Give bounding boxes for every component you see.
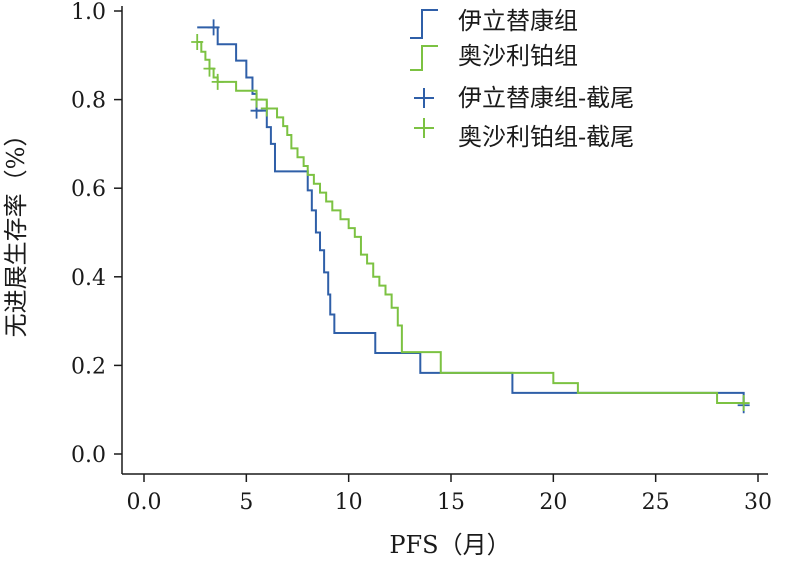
x-tick-label: 15 <box>437 490 465 515</box>
x-tick-label: 30 <box>744 490 772 515</box>
x-tick-label: 0.0 <box>127 490 162 515</box>
survival-curve <box>197 26 745 406</box>
legend-item-series-2: 奥沙利铂组 <box>410 42 578 71</box>
legend-step-icon <box>410 45 438 71</box>
y-axis-title: 无进展生存率（%） <box>2 123 30 338</box>
legend: 伊立替康组 奥沙利铂组 伊立替康组-截尾 奥沙利铂组-截尾 <box>410 7 634 151</box>
y-tick-label: 0.6 <box>71 177 106 202</box>
legend-label: 伊立替康组 <box>458 7 578 35</box>
x-axis-ticks: 0.0 5 10 15 20 25 30 <box>127 474 772 515</box>
y-tick-label: 0.2 <box>71 354 106 379</box>
x-tick-label: 25 <box>642 490 670 515</box>
legend-item-series-2-censored: 奥沙利铂组-截尾 <box>414 118 634 151</box>
x-tick-label: 10 <box>335 490 363 515</box>
censor-mark <box>203 60 216 77</box>
x-tick-label: 5 <box>239 490 253 515</box>
x-axis-title: PFS（月） <box>389 531 510 559</box>
y-tick-label: 0.4 <box>71 266 106 291</box>
censor-mark <box>191 34 204 51</box>
legend-item-series-1-censored: 伊立替康组-截尾 <box>414 84 634 112</box>
series-2 <box>191 34 750 412</box>
legend-item-series-1: 伊立替康组 <box>410 7 578 39</box>
survival-curve <box>197 41 744 405</box>
legend-label: 奥沙利铂组 <box>458 42 578 70</box>
y-tick-label: 1.0 <box>71 0 106 25</box>
censor-mark <box>250 91 263 108</box>
censor-mark <box>211 73 224 90</box>
legend-censor-icon <box>414 118 434 138</box>
legend-label: 奥沙利铂组-截尾 <box>458 123 634 151</box>
series-layer <box>191 19 750 414</box>
y-tick-label: 0.8 <box>71 89 106 114</box>
legend-censor-icon <box>414 88 434 108</box>
series-1 <box>197 19 750 414</box>
legend-step-icon <box>410 9 438 39</box>
plot-area <box>121 6 768 475</box>
y-axis-ticks: 0.0 0.2 0.4 0.6 0.8 1.0 <box>71 0 122 468</box>
legend-label: 伊立替康组-截尾 <box>458 84 634 112</box>
censor-mark <box>260 100 273 117</box>
censor-mark <box>737 395 750 412</box>
y-tick-label: 0.0 <box>71 443 106 468</box>
x-tick-label: 20 <box>539 490 567 515</box>
censor-mark <box>207 19 220 36</box>
